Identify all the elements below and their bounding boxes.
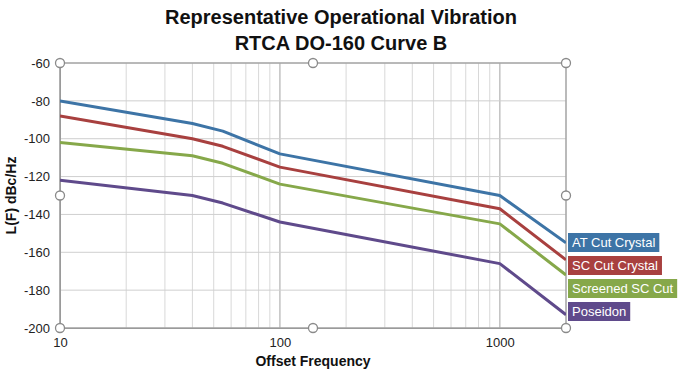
y-axis-title: L(F) dBc/Hz (3, 157, 19, 235)
y-grid-line (60, 176, 566, 177)
y-tick-label: -80 (31, 94, 50, 109)
frame-handle (56, 59, 65, 68)
minor-grid-line (258, 63, 259, 328)
chart: Representative Operational Vibration RTCA… (0, 0, 682, 372)
series-line (60, 180, 566, 314)
frame-handle (56, 324, 65, 333)
minor-grid-line (164, 63, 165, 328)
y-tick-label: -180 (24, 283, 50, 298)
minor-grid-line (384, 63, 385, 328)
minor-grid-line (489, 63, 490, 328)
legend-swatch (568, 302, 630, 321)
y-tick-label: -60 (31, 56, 50, 71)
frame-handle (309, 324, 318, 333)
frame-handle (562, 324, 571, 333)
y-tick-label: -140 (24, 207, 50, 222)
y-tick: -80 (31, 94, 60, 109)
grid (60, 63, 566, 328)
y-grid-line (60, 290, 566, 291)
minor-grid-line (451, 63, 452, 328)
minor-grid-line (279, 63, 280, 328)
legend-entry: SC Cut Crystal (568, 256, 662, 275)
legend-label: SC Cut Crystal (572, 258, 658, 273)
legend-label: Poseidon (572, 304, 626, 319)
y-tick: -200 (24, 321, 60, 336)
y-grid-line (60, 138, 566, 139)
minor-grid-line (478, 63, 479, 328)
frame-handle (56, 191, 65, 200)
minor-grid-line (412, 63, 413, 328)
x-tick-label: 100 (270, 335, 292, 350)
minor-grid-line (213, 63, 214, 328)
minor-grid-line (231, 63, 232, 328)
y-tick: -180 (24, 283, 60, 298)
legend-entry: Poseidon (568, 302, 630, 321)
legend-entry: AT Cut Crystal (568, 233, 659, 252)
minor-grid-line (126, 63, 127, 328)
minor-grid-line (245, 63, 246, 328)
y-tick-label: -160 (24, 245, 50, 260)
y-tick: -160 (24, 245, 60, 260)
y-grid-line (60, 252, 566, 253)
title: RTCA DO-160 Curve B (235, 32, 448, 54)
x-axis-title: Offset Frequency (255, 353, 370, 369)
legend-swatch (568, 233, 659, 252)
y-tick: -140 (24, 207, 60, 222)
x-tick: 100 (270, 328, 292, 350)
y-tick-label: -100 (24, 131, 50, 146)
minor-grid-line (465, 63, 466, 328)
x-tick-label: 10 (53, 335, 67, 350)
y-tick: -120 (24, 169, 60, 184)
x-tick: 1000 (486, 328, 515, 350)
y-grid-line (60, 100, 566, 101)
legend: AT Cut Crystal SC Cut Crystal Screened SC … (568, 233, 677, 321)
frame-handle (309, 59, 318, 68)
minor-grid-line (269, 63, 270, 328)
y-tick-label: -120 (24, 169, 50, 184)
title: Representative Operational Vibration (165, 6, 517, 28)
y-tick: -100 (24, 131, 60, 146)
y-grid-line (60, 214, 566, 215)
frame-handle (562, 59, 571, 68)
legend-swatch (568, 256, 662, 275)
y-tick-label: -200 (24, 321, 50, 336)
legend-label: AT Cut Crystal (572, 235, 655, 250)
series-line (60, 143, 566, 276)
legend-label: Screened SC Cut (572, 281, 674, 296)
frame-handle (562, 191, 571, 200)
legend-entry: Screened SC Cut (568, 279, 677, 298)
plot-frame (60, 63, 566, 328)
x-tick-label: 1000 (486, 335, 515, 350)
series-lines (60, 101, 566, 315)
x-grid-line (279, 63, 280, 328)
legend-swatch (568, 279, 677, 298)
